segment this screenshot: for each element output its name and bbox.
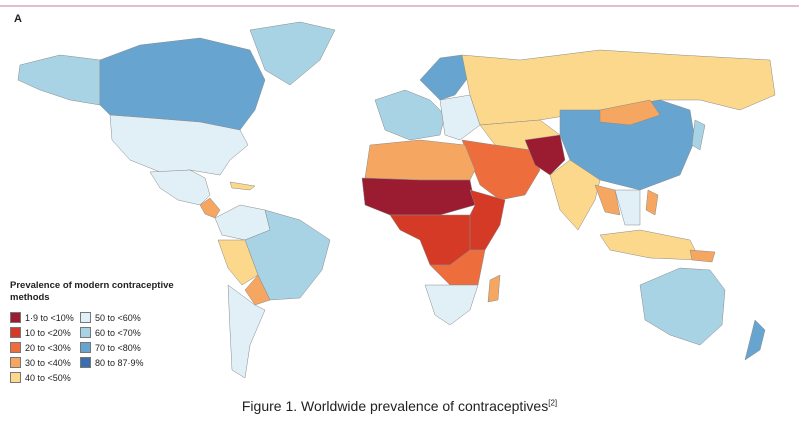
caption-text: Figure 1. Worldwide prevalence of contra… — [241, 398, 549, 414]
legend-item: 60 to <70% — [80, 325, 160, 340]
legend-title: Prevalence of modern contraceptive metho… — [10, 280, 174, 303]
indonesia — [599, 229, 701, 261]
north-africa — [364, 139, 476, 181]
legend-item: 30 to <40% — [10, 355, 80, 370]
peru-bolivia — [217, 239, 259, 286]
panel-label: A — [14, 13, 22, 25]
new-zealand — [744, 319, 766, 361]
legend-item: 80 to 87·9% — [80, 355, 160, 370]
legend-item: 70 to <80% — [80, 340, 160, 355]
western-europe — [374, 89, 446, 141]
legend-item: 40 to <50% — [10, 370, 80, 385]
scandinavia — [419, 54, 471, 101]
legend-swatch — [10, 312, 21, 323]
legend-label: 50 to <60% — [95, 312, 141, 323]
legend-item: 50 to <60% — [80, 310, 160, 325]
papua-new-guinea — [689, 249, 716, 263]
legend-label: 30 to <40% — [25, 357, 71, 368]
legend-label: 70 to <80% — [95, 342, 141, 353]
legend-swatch — [80, 312, 91, 323]
caption: Figure 1. Worldwide prevalence of contra… — [0, 398, 799, 414]
afghanistan-pakistan — [524, 134, 566, 176]
legend-item: 10 to <20% — [10, 325, 80, 340]
southern-africa — [424, 284, 479, 326]
philippines — [645, 189, 659, 216]
legend-swatch — [10, 372, 21, 383]
mexico — [149, 169, 211, 206]
australia — [639, 267, 726, 346]
legend-swatch — [10, 342, 21, 353]
caption-reference: [2] — [548, 398, 558, 408]
argentina-chile — [227, 284, 266, 379]
canada — [99, 37, 266, 131]
brazil — [244, 209, 331, 301]
legend-label: 40 to <50% — [25, 372, 71, 383]
sahel — [361, 177, 476, 216]
madagascar — [487, 274, 501, 303]
central-america — [199, 197, 221, 219]
southeast-asia — [614, 189, 641, 226]
central-africa — [389, 214, 471, 266]
legend: Prevalence of modern contraceptive metho… — [10, 280, 200, 385]
legend-swatch — [80, 357, 91, 368]
myanmar — [594, 184, 621, 216]
mongolia — [599, 99, 661, 126]
legend-swatch — [80, 342, 91, 353]
legend-label: 20 to <30% — [25, 342, 71, 353]
usa — [109, 114, 249, 176]
legend-swatch — [10, 327, 21, 338]
japan — [691, 119, 706, 151]
legend-item: 20 to <30% — [10, 340, 80, 355]
alaska — [17, 54, 101, 106]
legend-item: 1·9 to <10% — [10, 310, 80, 325]
eastern-europe — [439, 94, 481, 141]
caribbean — [229, 181, 256, 191]
legend-label: 10 to <20% — [25, 327, 71, 338]
legend-swatch — [80, 327, 91, 338]
east-africa — [469, 189, 506, 251]
greenland — [249, 21, 336, 86]
legend-items: 1·9 to <10% 10 to <20% 20 to <30% 30 to <40… — [10, 310, 200, 385]
world-map — [0, 5, 799, 379]
legend-swatch — [10, 357, 21, 368]
india — [549, 159, 601, 231]
legend-label: 60 to <70% — [95, 327, 141, 338]
legend-label: 1·9 to <10% — [25, 312, 74, 323]
legend-label: 80 to 87·9% — [95, 357, 144, 368]
